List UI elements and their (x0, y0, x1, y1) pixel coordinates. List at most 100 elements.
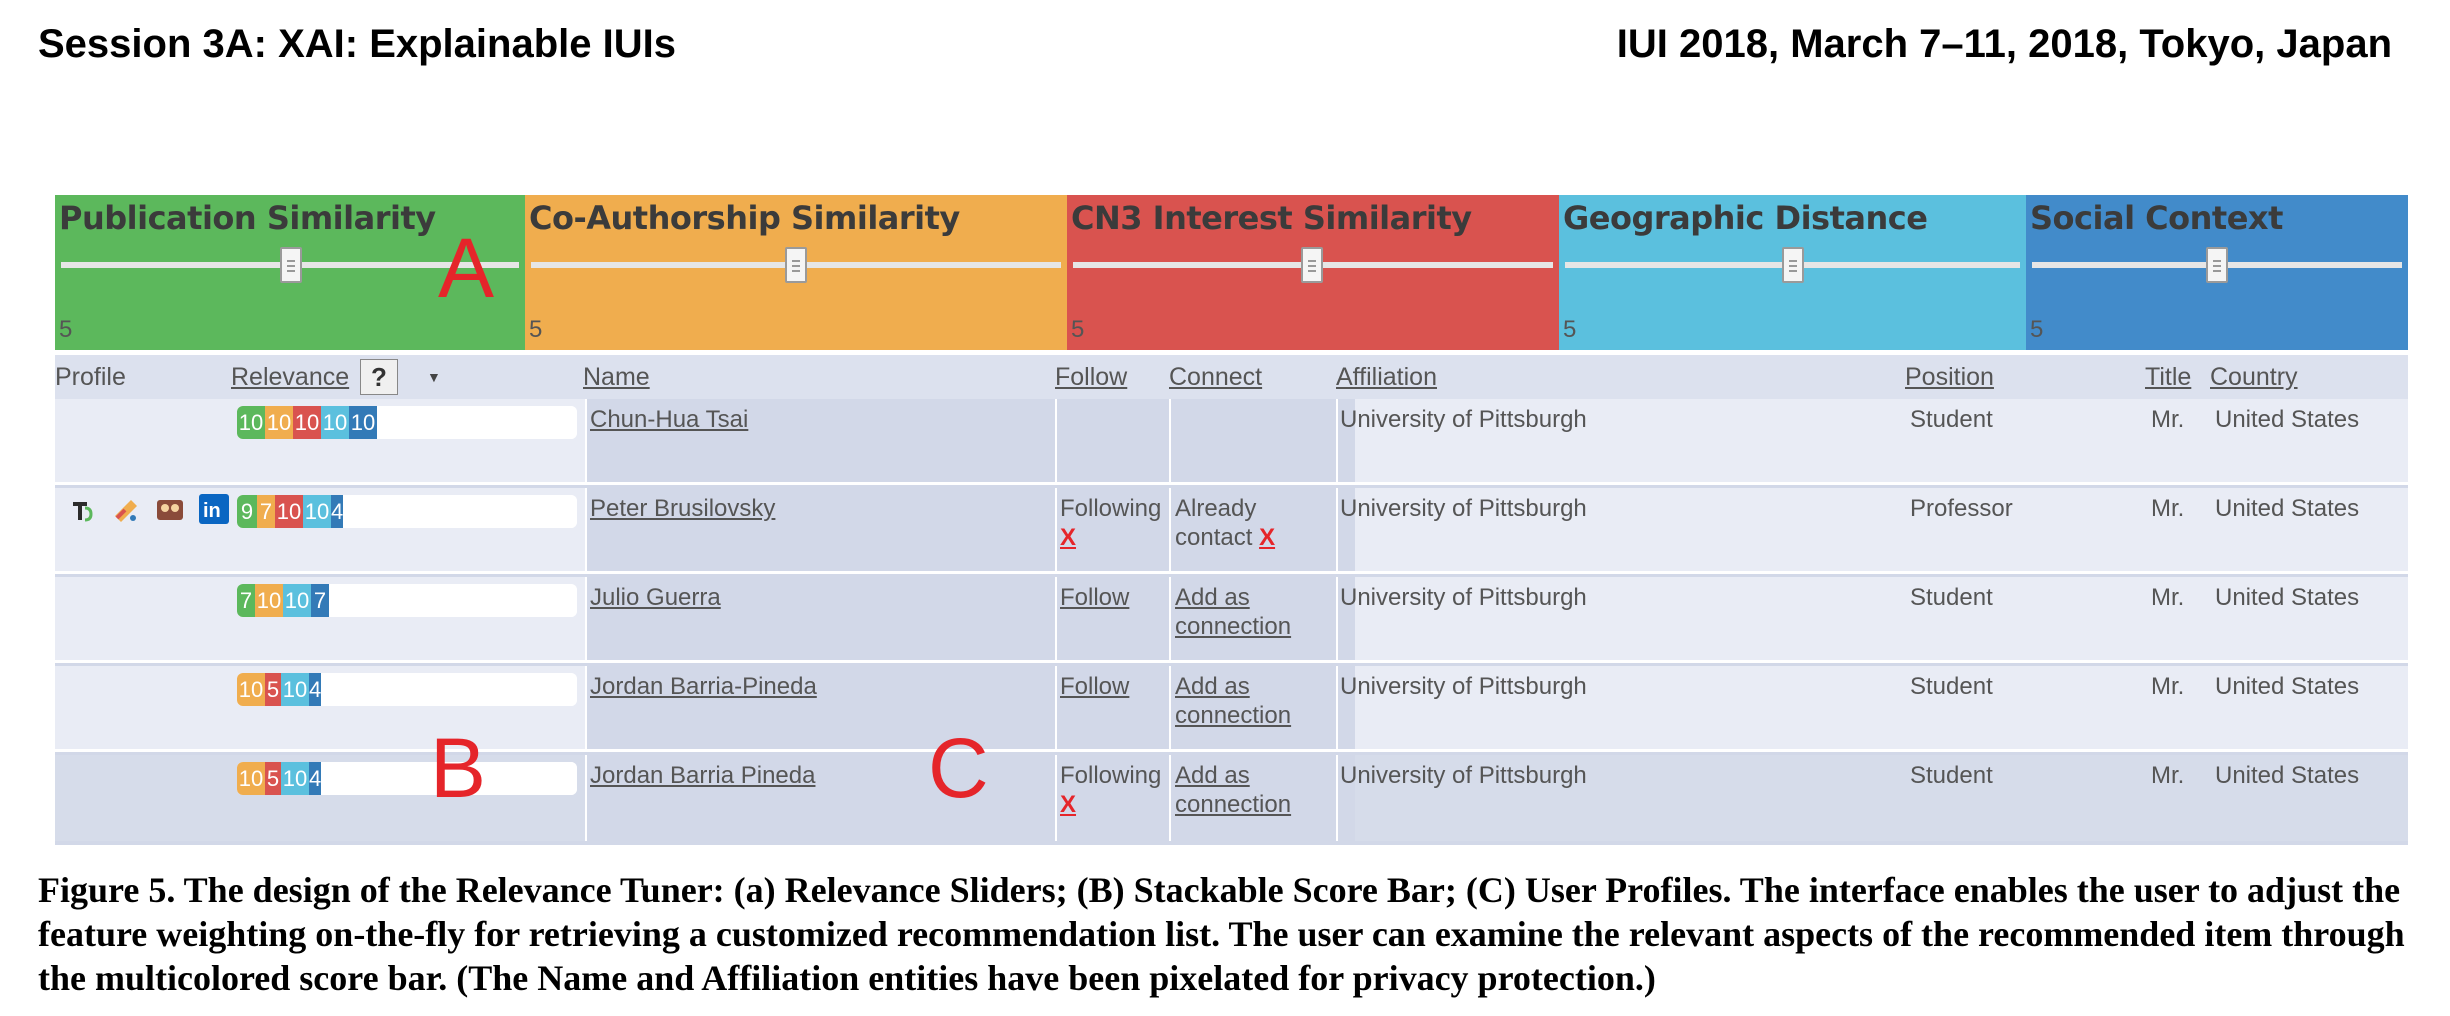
score-segment: 10 (321, 406, 349, 439)
country: United States (2215, 406, 2360, 433)
remove-contact-x-button[interactable]: X (1259, 524, 1276, 551)
table-row[interactable]: 7 10 10 7 Julio Guerra Follow Add as con… (55, 577, 2408, 663)
score-segment: 4 (331, 495, 343, 528)
header-relevance[interactable]: Relevance (231, 363, 350, 391)
header-connect[interactable]: Connect (1169, 363, 1263, 391)
slider-title: Social Context (2030, 199, 2283, 237)
table-row[interactable]: 10 5 10 4 Jordan Barria-Pineda Follow Ad… (55, 666, 2408, 752)
stackable-score-bar: 10 5 10 4 (237, 762, 577, 795)
follow-link[interactable]: Follow (1060, 584, 1130, 611)
svg-text:in: in (203, 500, 221, 522)
follow-link[interactable]: Follow (1060, 673, 1130, 700)
slider-panel-publication: Publication Similarity 5 (55, 195, 525, 350)
annotation-letter-c: C (928, 721, 989, 815)
table-row[interactable]: in 9 7 10 10 4 Peter Brusilovsky Followi… (55, 488, 2408, 574)
score-segment: 10 (255, 584, 283, 617)
follow-label: Following (1060, 495, 1162, 522)
scholar-icon[interactable] (67, 494, 97, 524)
header-follow[interactable]: Follow (1055, 363, 1128, 391)
score-segment: 5 (265, 762, 281, 795)
table-header: Profile Relevance ? ▼ Name Follow Connec… (55, 355, 2408, 399)
running-header-session: Session 3A: XAI: Explainable IUIs (38, 22, 676, 66)
user-name-link[interactable]: Peter Brusilovsky (590, 495, 776, 522)
annotation-letter-a: A (438, 221, 495, 315)
slider-panel-geographic: Geographic Distance 5 (1559, 195, 2026, 350)
country: United States (2215, 762, 2360, 789)
connect-status: Already contact X (1175, 494, 1275, 552)
country: United States (2215, 495, 2360, 522)
table-row[interactable]: 10 10 10 10 10 Chun-Hua Tsai University … (55, 399, 2408, 485)
slider-handle[interactable] (2206, 247, 2228, 283)
header-position[interactable]: Position (1905, 363, 1994, 391)
slider-value: 5 (2030, 316, 2044, 343)
add-connection-link[interactable]: Add as connection (1175, 672, 1291, 730)
score-segment: 7 (257, 495, 275, 528)
affiliation: University of Pittsburgh (1340, 495, 1587, 522)
running-header-conference: IUI 2018, March 7–11, 2018, Tokyo, Japan (1616, 22, 2392, 66)
affiliation: University of Pittsburgh (1340, 584, 1587, 611)
score-segment: 5 (265, 673, 281, 706)
header-title[interactable]: Title (2145, 363, 2192, 391)
country: United States (2215, 673, 2360, 700)
user-name-link[interactable]: Julio Guerra (590, 584, 721, 611)
recommendation-table: Profile Relevance ? ▼ Name Follow Connec… (55, 355, 2408, 845)
connect-label: connection (1175, 791, 1292, 818)
position: Student (1910, 406, 1993, 433)
table-row[interactable]: 10 5 10 4 Jordan Barria Pineda Following… (55, 755, 2408, 841)
slider-title: Co-Authorship Similarity (529, 199, 960, 237)
stackable-score-bar: 9 7 10 10 4 (237, 495, 577, 528)
follow-status: Following X (1060, 494, 1161, 552)
add-connection-link[interactable]: Add as connection (1175, 761, 1291, 819)
score-segment: 10 (283, 584, 311, 617)
stackable-score-bar: 10 10 10 10 10 (237, 406, 577, 439)
connect-label: contact (1175, 524, 1253, 551)
affiliation: University of Pittsburgh (1340, 673, 1587, 700)
unfollow-x-button[interactable]: X (1060, 791, 1077, 818)
slider-handle[interactable] (280, 247, 302, 283)
slider-panel-social: Social Context 5 (2026, 195, 2408, 350)
score-segment: 4 (309, 762, 321, 795)
slider-handle[interactable] (1301, 247, 1323, 283)
title: Mr. (2151, 673, 2185, 700)
position: Student (1910, 584, 1993, 611)
slider-handle[interactable] (1782, 247, 1804, 283)
slider-panel-coauthorship: Co-Authorship Similarity 5 (525, 195, 1067, 350)
score-segment: 10 (237, 762, 265, 795)
slider-value: 5 (529, 316, 543, 343)
header-affiliation[interactable]: Affiliation (1336, 363, 1437, 391)
slider-handle[interactable] (785, 247, 807, 283)
add-connection-link[interactable]: Add as connection (1175, 583, 1291, 641)
score-segment: 10 (237, 673, 265, 706)
annotation-letter-b: B (430, 721, 487, 815)
linkedin-icon[interactable]: in (199, 494, 229, 524)
score-segment: 7 (237, 584, 255, 617)
follow-status: Following X (1060, 761, 1161, 819)
header-name[interactable]: Name (583, 363, 650, 391)
country: United States (2215, 584, 2360, 611)
title: Mr. (2151, 495, 2185, 522)
score-segment: 10 (281, 673, 309, 706)
relevance-sliders: Publication Similarity 5 Co-Authorship S… (55, 195, 2408, 350)
unfollow-x-button[interactable]: X (1060, 524, 1077, 551)
user-name-link[interactable]: Chun-Hua Tsai (590, 406, 749, 433)
group-icon[interactable] (155, 494, 185, 524)
stackable-score-bar: 7 10 10 7 (237, 584, 577, 617)
slider-title: CN3 Interest Similarity (1071, 199, 1472, 237)
relevance-help-button[interactable]: ? (360, 359, 398, 395)
title: Mr. (2151, 584, 2185, 611)
position: Student (1910, 673, 1993, 700)
sort-caret-icon[interactable]: ▼ (427, 369, 441, 385)
slider-value: 5 (1563, 316, 1577, 343)
score-segment: 10 (349, 406, 377, 439)
connect-label: Add as (1175, 584, 1250, 611)
slider-value: 5 (59, 316, 73, 343)
score-segment: 10 (237, 406, 265, 439)
slider-title: Geographic Distance (1563, 199, 1928, 237)
user-name-link[interactable]: Jordan Barria-Pineda (590, 673, 817, 700)
connect-label: Already (1175, 495, 1257, 522)
title: Mr. (2151, 762, 2185, 789)
header-country[interactable]: Country (2210, 363, 2298, 391)
user-name-link[interactable]: Jordan Barria Pineda (590, 762, 816, 789)
bookmark-icon[interactable] (111, 494, 141, 524)
follow-label: Following (1060, 762, 1162, 789)
